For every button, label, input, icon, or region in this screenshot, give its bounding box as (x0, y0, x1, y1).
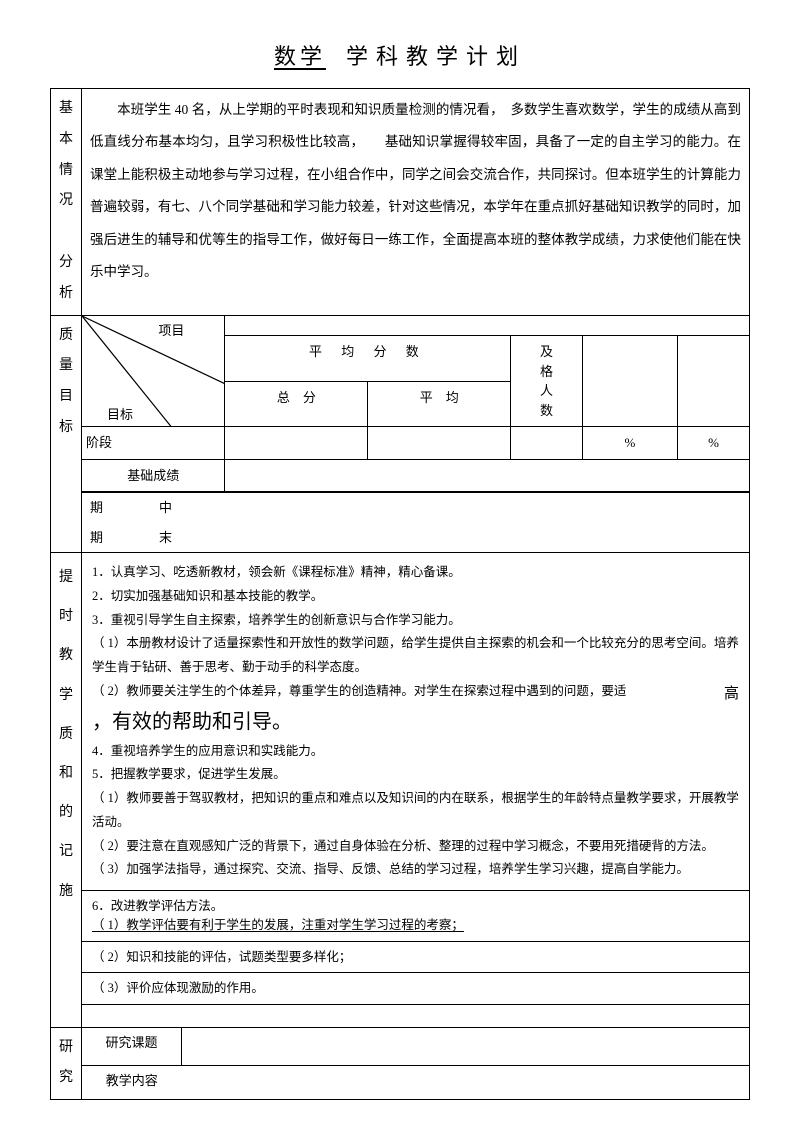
quality-table-cell: 项目 目标 平 均 分 数 及 格 人 数 总 分 平 均 阶段 (82, 315, 750, 493)
m-i3b-pre: （ 2）教师要关注学生的个体差异，尊重学生的创造精神。对学生在探索过程中遇到的问… (92, 684, 626, 698)
section-label-analysis: 基 本 情 况 分 析 (51, 89, 82, 316)
diag-bottom-label: 目标 (107, 405, 133, 425)
quality-inner-table: 项目 目标 平 均 分 数 及 格 人 数 总 分 平 均 阶段 (82, 316, 749, 493)
research-topic-value (182, 1027, 750, 1066)
m-i5b: （ 2）要注意在直观感知广泛的背景下，通过自身体验在分析、整理的过程中学习概念，… (92, 835, 739, 859)
cell-3 (511, 427, 582, 460)
total-header: 总 分 (225, 381, 368, 427)
m-i5: 5．把握教学要求，促进学生发展。 (92, 763, 739, 787)
a-i6: 6．改进教学评估方法。（ 1）教学评估要有利于学生的发展，注重对学生学习过程的考… (82, 891, 749, 942)
m-i2: 2．切实加强基础知识和基本技能的教学。 (92, 585, 739, 609)
m-i3a: （ 1）本册教材设计了适量探索性和开放性的数学问题，给学生提供自主探索的机会和一… (92, 632, 739, 680)
a-i6c: （ 3）评价应体现激励的作用。 (82, 973, 749, 1005)
measures-cell: 1．认真学习、吃透新教材，领会新《课程标准》精神，精心备课。 2．切实加强基础知… (82, 553, 750, 1028)
base-score-row (225, 459, 749, 492)
empty-header (225, 316, 749, 336)
stage-label: 阶段 (82, 427, 225, 460)
plan-table: 基 本 情 况 分 析 本班学生 40 名，从上学期的平时表现和知识质量检测的情… (50, 88, 750, 1100)
m-i1: 1．认真学习、吃透新教材，领会新《课程标准》精神，精心备课。 (92, 561, 739, 585)
percent-2: % (678, 427, 750, 460)
section-label-measures: 提 时 教 学 质 和 的 记 施 (51, 553, 82, 1028)
avg-header: 平 均 (368, 381, 511, 427)
research-content-label: 教学内容 (82, 1066, 182, 1100)
cell-2 (368, 427, 511, 460)
base-score-label: 基础成绩 (82, 459, 225, 492)
a-blank (82, 1005, 749, 1027)
midterm-row: 期 中 (82, 493, 750, 523)
m-i5a: （ 1）教师要善于驾驭教材，把知识的重点和难点以及知识间的内在联系，根据学生的年… (92, 787, 739, 835)
title-rest: 学科教学计划 (346, 44, 526, 69)
diag-top-label: 项目 (158, 321, 184, 341)
m-i4: 4．重视培养学生的应用意识和实践能力。 (92, 740, 739, 764)
avg-score-header: 平 均 分 数 (225, 336, 511, 382)
m-i5c: （ 3）加强学法指导，通过探究、交流、指导、反馈、总结的学习过程，培养学生学习兴… (92, 858, 739, 882)
research-content-value (182, 1066, 750, 1100)
m-i3b-suf: 高 (724, 680, 739, 709)
measures-body: 1．认真学习、吃透新教材，领会新《课程标准》精神，精心备课。 2．切实加强基础知… (82, 553, 749, 890)
assess-subtable: 6．改进教学评估方法。（ 1）教学评估要有利于学生的发展，注重对学生学习过程的考… (82, 890, 749, 1027)
section-label-quality: 质 量 目 标 (51, 315, 82, 553)
page-title: 数学学科教学计划 (50, 40, 750, 73)
a-i6b: （ 2）知识和技能的评估，试题类型要多样化； (82, 941, 749, 973)
m-i3: 3．重视引导学生自主探索，培养学生的创新意识与合作学习能力。 (92, 609, 739, 633)
pass-count-header: 及 格 人 数 (511, 336, 582, 427)
col-blank2 (678, 336, 750, 427)
diag-header: 项目 目标 (82, 316, 225, 427)
section-label-research: 研 究 (51, 1027, 82, 1100)
cell-1 (225, 427, 368, 460)
col-blank1 (582, 336, 677, 427)
analysis-body: 本班学生 40 名，从上学期的平时表现和知识质量检测的情况看， 多数学生喜欢数学… (82, 89, 750, 316)
research-topic-label: 研究课题 (82, 1027, 182, 1066)
percent-1: % (582, 427, 677, 460)
m-large: ，有效的帮助和引导。 (92, 706, 739, 738)
title-subject: 数学 (274, 44, 346, 69)
final-row: 期 末 (82, 523, 750, 553)
